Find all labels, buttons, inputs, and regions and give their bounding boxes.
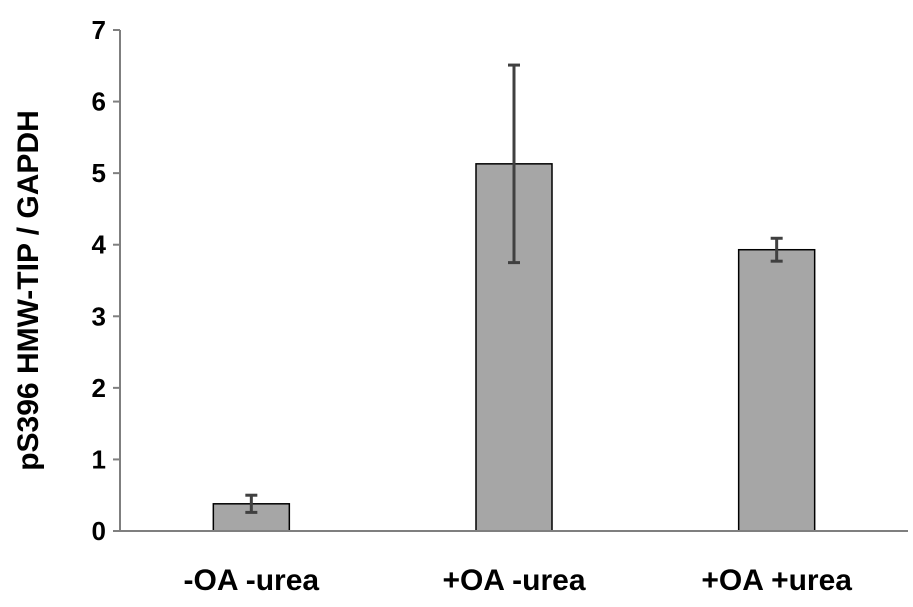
y-tick-label: 2 (92, 373, 106, 403)
y-tick-label: 3 (92, 301, 106, 331)
bar (737, 248, 816, 532)
error-bars (245, 63, 783, 514)
x-category-label: +OA +urea (701, 564, 852, 597)
y-tick-label: 0 (92, 516, 106, 546)
y-tick-label: 7 (92, 15, 106, 45)
y-tick-label: 1 (92, 444, 106, 474)
error-bar (508, 63, 520, 265)
y-axis-title: pS396 HMW-TIP / GAPDH (12, 110, 45, 471)
x-category-label: +OA -urea (442, 564, 585, 597)
y-tick-label: 6 (92, 87, 106, 117)
y-tick-label: 4 (92, 230, 107, 260)
x-axis-categories: -OA -urea +OA -urea +OA +urea (184, 564, 853, 597)
error-bar (770, 236, 783, 263)
x-category-label: -OA -urea (184, 564, 320, 597)
y-axis-ticks: 0 1 2 3 4 5 6 7 (92, 15, 120, 546)
error-bar (245, 493, 258, 514)
y-tick-label: 5 (92, 158, 106, 188)
